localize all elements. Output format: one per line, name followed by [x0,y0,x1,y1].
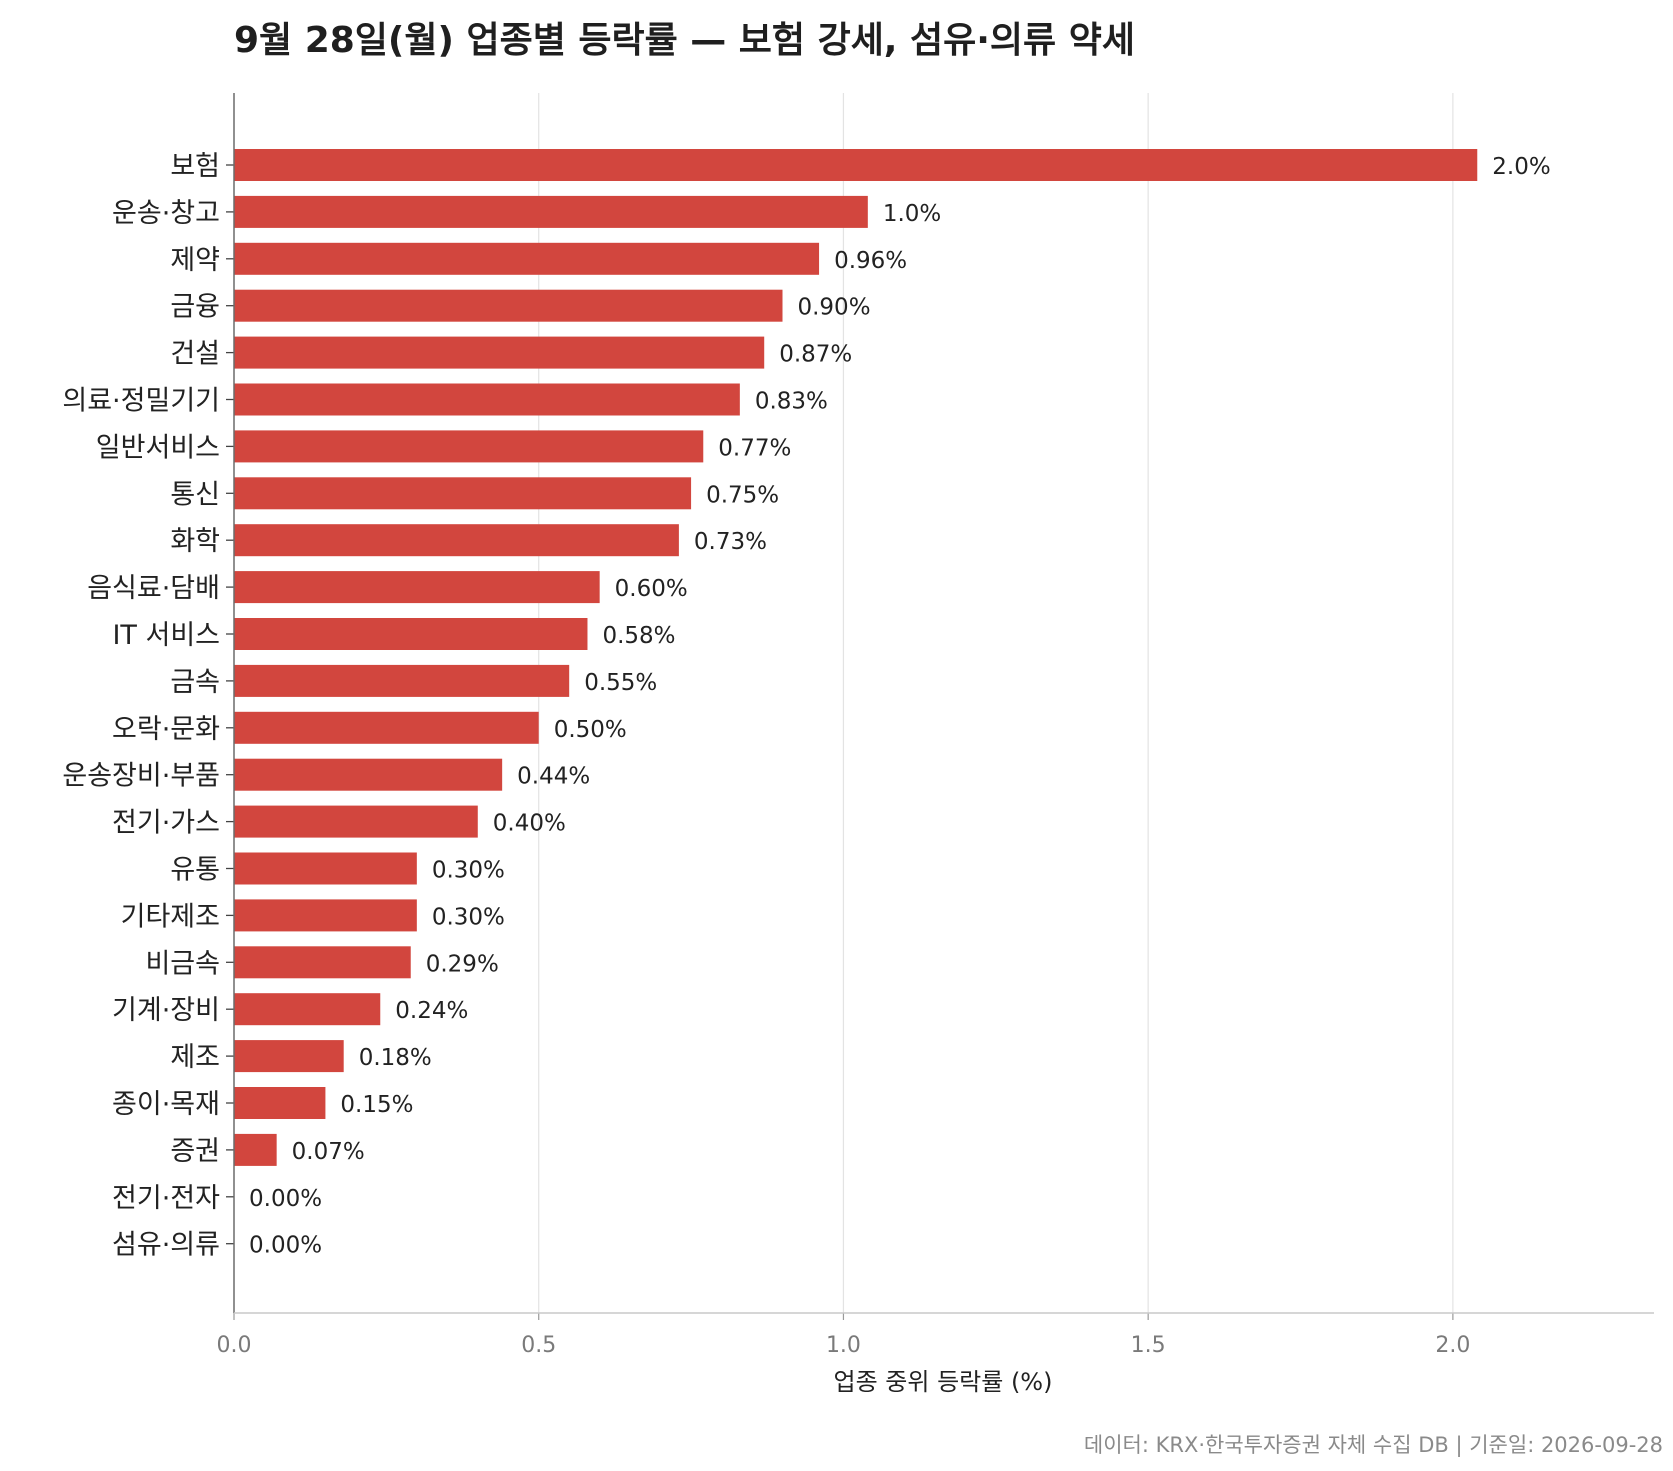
category-label: 전기·가스 [112,808,220,839]
bar [234,1087,326,1119]
bar [234,618,588,650]
bar [234,993,381,1026]
source-note: 데이터: KRX·한국투자증권 자체 수집 DB | 기준일: 2026-09-… [1084,1433,1663,1458]
axes-group: 0.0 0.5 1.0 1.5 2.0 보험운송·창고제약금융건설의료·정밀기기일반서비스… [62,93,1654,1358]
value-label: 1.0% [883,201,941,227]
value-label: 0.50% [554,717,627,743]
category-label: 화학 [170,526,220,557]
value-label: 0.75% [706,482,779,508]
value-label: 0.40% [493,811,566,837]
bar [234,430,704,463]
value-label: 0.30% [432,904,505,930]
x-tick-label: 1.5 [1131,1333,1166,1358]
bar [234,711,539,744]
chart-title: 9월 28일(월) 업종별 등락률 — 보험 강세, 섬유·의류 약세 [234,20,1135,61]
bar [234,758,503,791]
category-label: 비금속 [145,948,220,979]
x-tick-label: 2.0 [1435,1333,1470,1358]
category-label: 종이·목재 [112,1089,220,1120]
bar [234,805,478,838]
category-label: 제조 [170,1042,220,1073]
bar [234,852,417,885]
category-label: 유통 [170,855,220,886]
value-label: 0.90% [797,295,870,321]
value-label: 0.58% [602,623,675,649]
bar [234,383,740,416]
category-label: 일반서비스 [96,432,220,463]
value-label: 0.30% [432,858,505,884]
value-label: 0.77% [718,435,791,461]
bar [234,1040,344,1073]
category-label: 통신 [170,479,220,510]
bar [234,289,783,322]
value-label: 0.55% [584,670,657,696]
bar [234,946,411,979]
value-label: 0.96% [834,248,907,274]
bar [234,1133,277,1166]
bar [234,477,692,510]
category-label: 전기·전자 [112,1183,220,1214]
category-label: 운송·창고 [112,198,220,229]
category-label: 섬유·의류 [112,1230,220,1261]
category-label: 증권 [170,1136,220,1167]
x-axis-title: 업종 중위 등락률 (%) [834,1368,1053,1396]
category-label: 운송장비·부품 [62,761,220,792]
value-label: 0.87% [779,342,852,368]
category-label: 음식료·담배 [87,573,220,604]
value-label: 0.60% [615,576,688,602]
bar [234,195,868,228]
value-label: 0.15% [340,1092,413,1118]
category-label: 제약 [170,245,220,276]
value-label: 2.0% [1492,154,1550,180]
category-label: 기타제조 [121,901,220,932]
bar [234,571,600,604]
value-label: 0.07% [292,1139,365,1165]
bar [234,242,820,275]
value-label: 0.73% [694,529,767,555]
value-label: 0.00% [249,1233,322,1259]
value-label: 0.83% [755,389,828,415]
x-tick-label: 0.0 [217,1333,252,1358]
x-tick-label: 1.0 [826,1333,861,1358]
bar [234,899,417,932]
category-label: IT 서비스 [112,620,220,651]
category-label: 금융 [170,292,220,323]
category-label: 오락·문화 [112,714,220,745]
category-label: 의료·정밀기기 [62,386,220,417]
value-label: 0.24% [395,998,468,1024]
bars-group: 2.0% 1.0% 0.96% 0.90% 0.87% 0.83% 0.77% 0.75% 0.… [234,149,1551,1259]
bar [234,336,765,369]
category-label: 금속 [170,667,220,698]
bar [234,664,570,697]
value-label: 0.29% [426,951,499,977]
category-label: 건설 [170,339,220,370]
bar [234,524,679,557]
grid-lines [538,93,1454,1313]
x-tick-label: 0.5 [521,1333,556,1358]
value-label: 0.00% [249,1186,322,1212]
category-label: 기계·장비 [112,995,220,1026]
value-label: 0.44% [517,764,590,790]
value-label: 0.18% [359,1045,432,1071]
category-label: 보험 [170,151,220,182]
bar [234,149,1478,181]
